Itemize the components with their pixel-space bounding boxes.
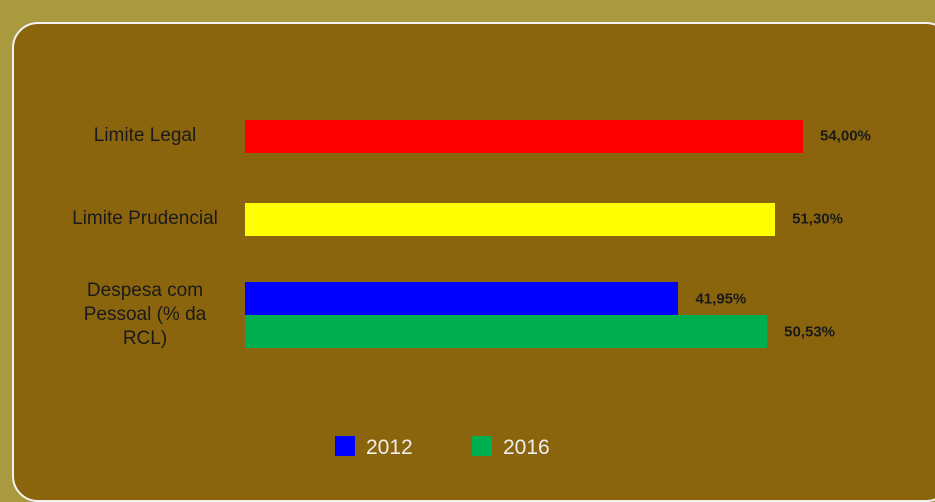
category-label: Limite Legal [93, 125, 197, 146]
slide: Limite Legal 54,00% Limite Prudencial 51,30… [12, 22, 935, 502]
bar [245, 202, 776, 236]
value-label: 54,00% [820, 127, 871, 145]
category-label: Despesa com Pessoal (% da RCL) [83, 280, 207, 349]
legend-swatch [335, 436, 355, 456]
value-label: 41,95% [695, 290, 747, 307]
legend-swatch [472, 436, 492, 456]
category-label: Limite Prudencial [72, 208, 218, 229]
chart-panel [12, 22, 935, 502]
value-label: 51,30% [792, 210, 843, 228]
value-label: 50,53% [784, 323, 836, 340]
bar [245, 315, 768, 348]
bar [245, 119, 803, 153]
legend-label: 2016 [503, 436, 550, 459]
legend-label: 2012 [366, 436, 413, 459]
bar [245, 282, 679, 315]
